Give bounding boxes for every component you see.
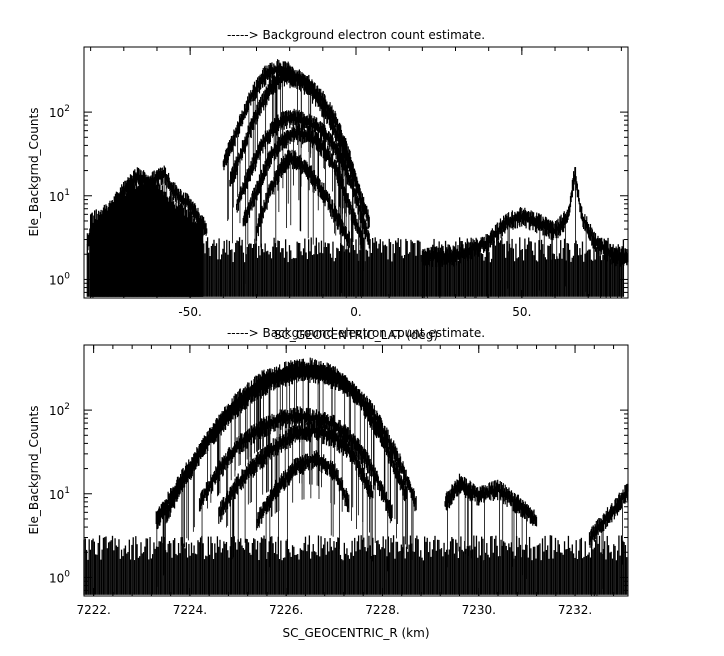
- y-axis-label: Ele_Backgrnd_Counts: [27, 406, 41, 535]
- y-tick-label: 102: [49, 104, 70, 120]
- x-tick-label: 7222.: [76, 603, 110, 617]
- data-marks: [83, 357, 629, 596]
- chart-panel-latitude: -50. 0. 50. 100 101 102 -----> Background el…: [27, 28, 629, 342]
- x-tick-label: -50.: [178, 305, 201, 319]
- chart-panel-radius: 7222. 7224. 7226. 7228. 7230. 7232. 100 101 102…: [27, 326, 629, 640]
- y-tick-label: 100: [49, 271, 70, 287]
- x-tick-label: 7224.: [173, 603, 207, 617]
- x-tick-label: 7230.: [462, 603, 496, 617]
- x-tick-label: 7228.: [365, 603, 399, 617]
- chart-title: -----> Background electron count estimat…: [227, 28, 485, 42]
- y-tick-label: 100: [49, 569, 70, 585]
- x-axis-ticks: 7222. 7224. 7226. 7228. 7230. 7232.: [76, 345, 615, 617]
- x-tick-label: 0.: [350, 305, 361, 319]
- y-axis-ticks: 100 101 102: [49, 104, 628, 299]
- chart-title: -----> Background electron count estimat…: [227, 326, 485, 340]
- y-axis-label: Ele_Backgrnd_Counts: [27, 108, 41, 237]
- y-tick-label: 101: [49, 188, 70, 204]
- y-axis-ticks: 100 101 102: [49, 402, 628, 597]
- x-tick-label: 7232.: [558, 603, 592, 617]
- x-tick-label: 7226.: [269, 603, 303, 617]
- y-tick-label: 102: [49, 402, 70, 418]
- y-tick-label: 101: [49, 486, 70, 502]
- x-axis-label: SC_GEOCENTRIC_LAT (deg): [274, 328, 438, 342]
- plot-frame: [83, 344, 629, 597]
- data-marks: [86, 59, 629, 298]
- x-axis-label: SC_GEOCENTRIC_R (km): [283, 626, 430, 640]
- x-axis-ticks: -50. 0. 50.: [90, 47, 622, 319]
- x-tick-label: 50.: [512, 305, 531, 319]
